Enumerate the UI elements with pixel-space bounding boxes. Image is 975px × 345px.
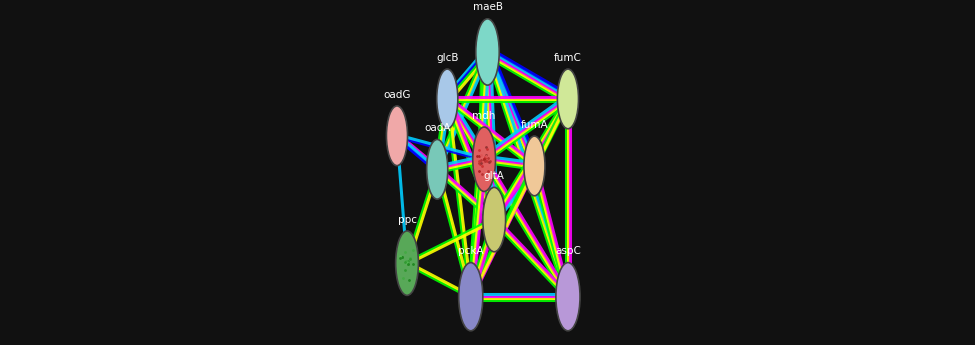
Ellipse shape [396,231,418,295]
Ellipse shape [458,263,483,331]
Ellipse shape [556,263,580,331]
Ellipse shape [483,187,506,252]
Text: aspC: aspC [555,246,581,256]
Text: glcB: glcB [436,53,458,63]
Ellipse shape [476,19,499,85]
Ellipse shape [473,127,495,191]
Ellipse shape [427,139,448,199]
Text: fumA: fumA [521,120,548,130]
Ellipse shape [524,136,545,196]
Text: oadG: oadG [383,90,410,100]
Text: ppc: ppc [398,215,416,225]
Text: pckA: pckA [458,246,484,256]
Text: oadA: oadA [424,124,450,134]
Ellipse shape [558,69,578,129]
Ellipse shape [386,106,408,166]
Ellipse shape [437,69,458,129]
Text: maeB: maeB [473,2,502,12]
Text: gltA: gltA [484,171,505,181]
Text: mdh: mdh [473,111,496,121]
Text: fumC: fumC [554,53,582,63]
